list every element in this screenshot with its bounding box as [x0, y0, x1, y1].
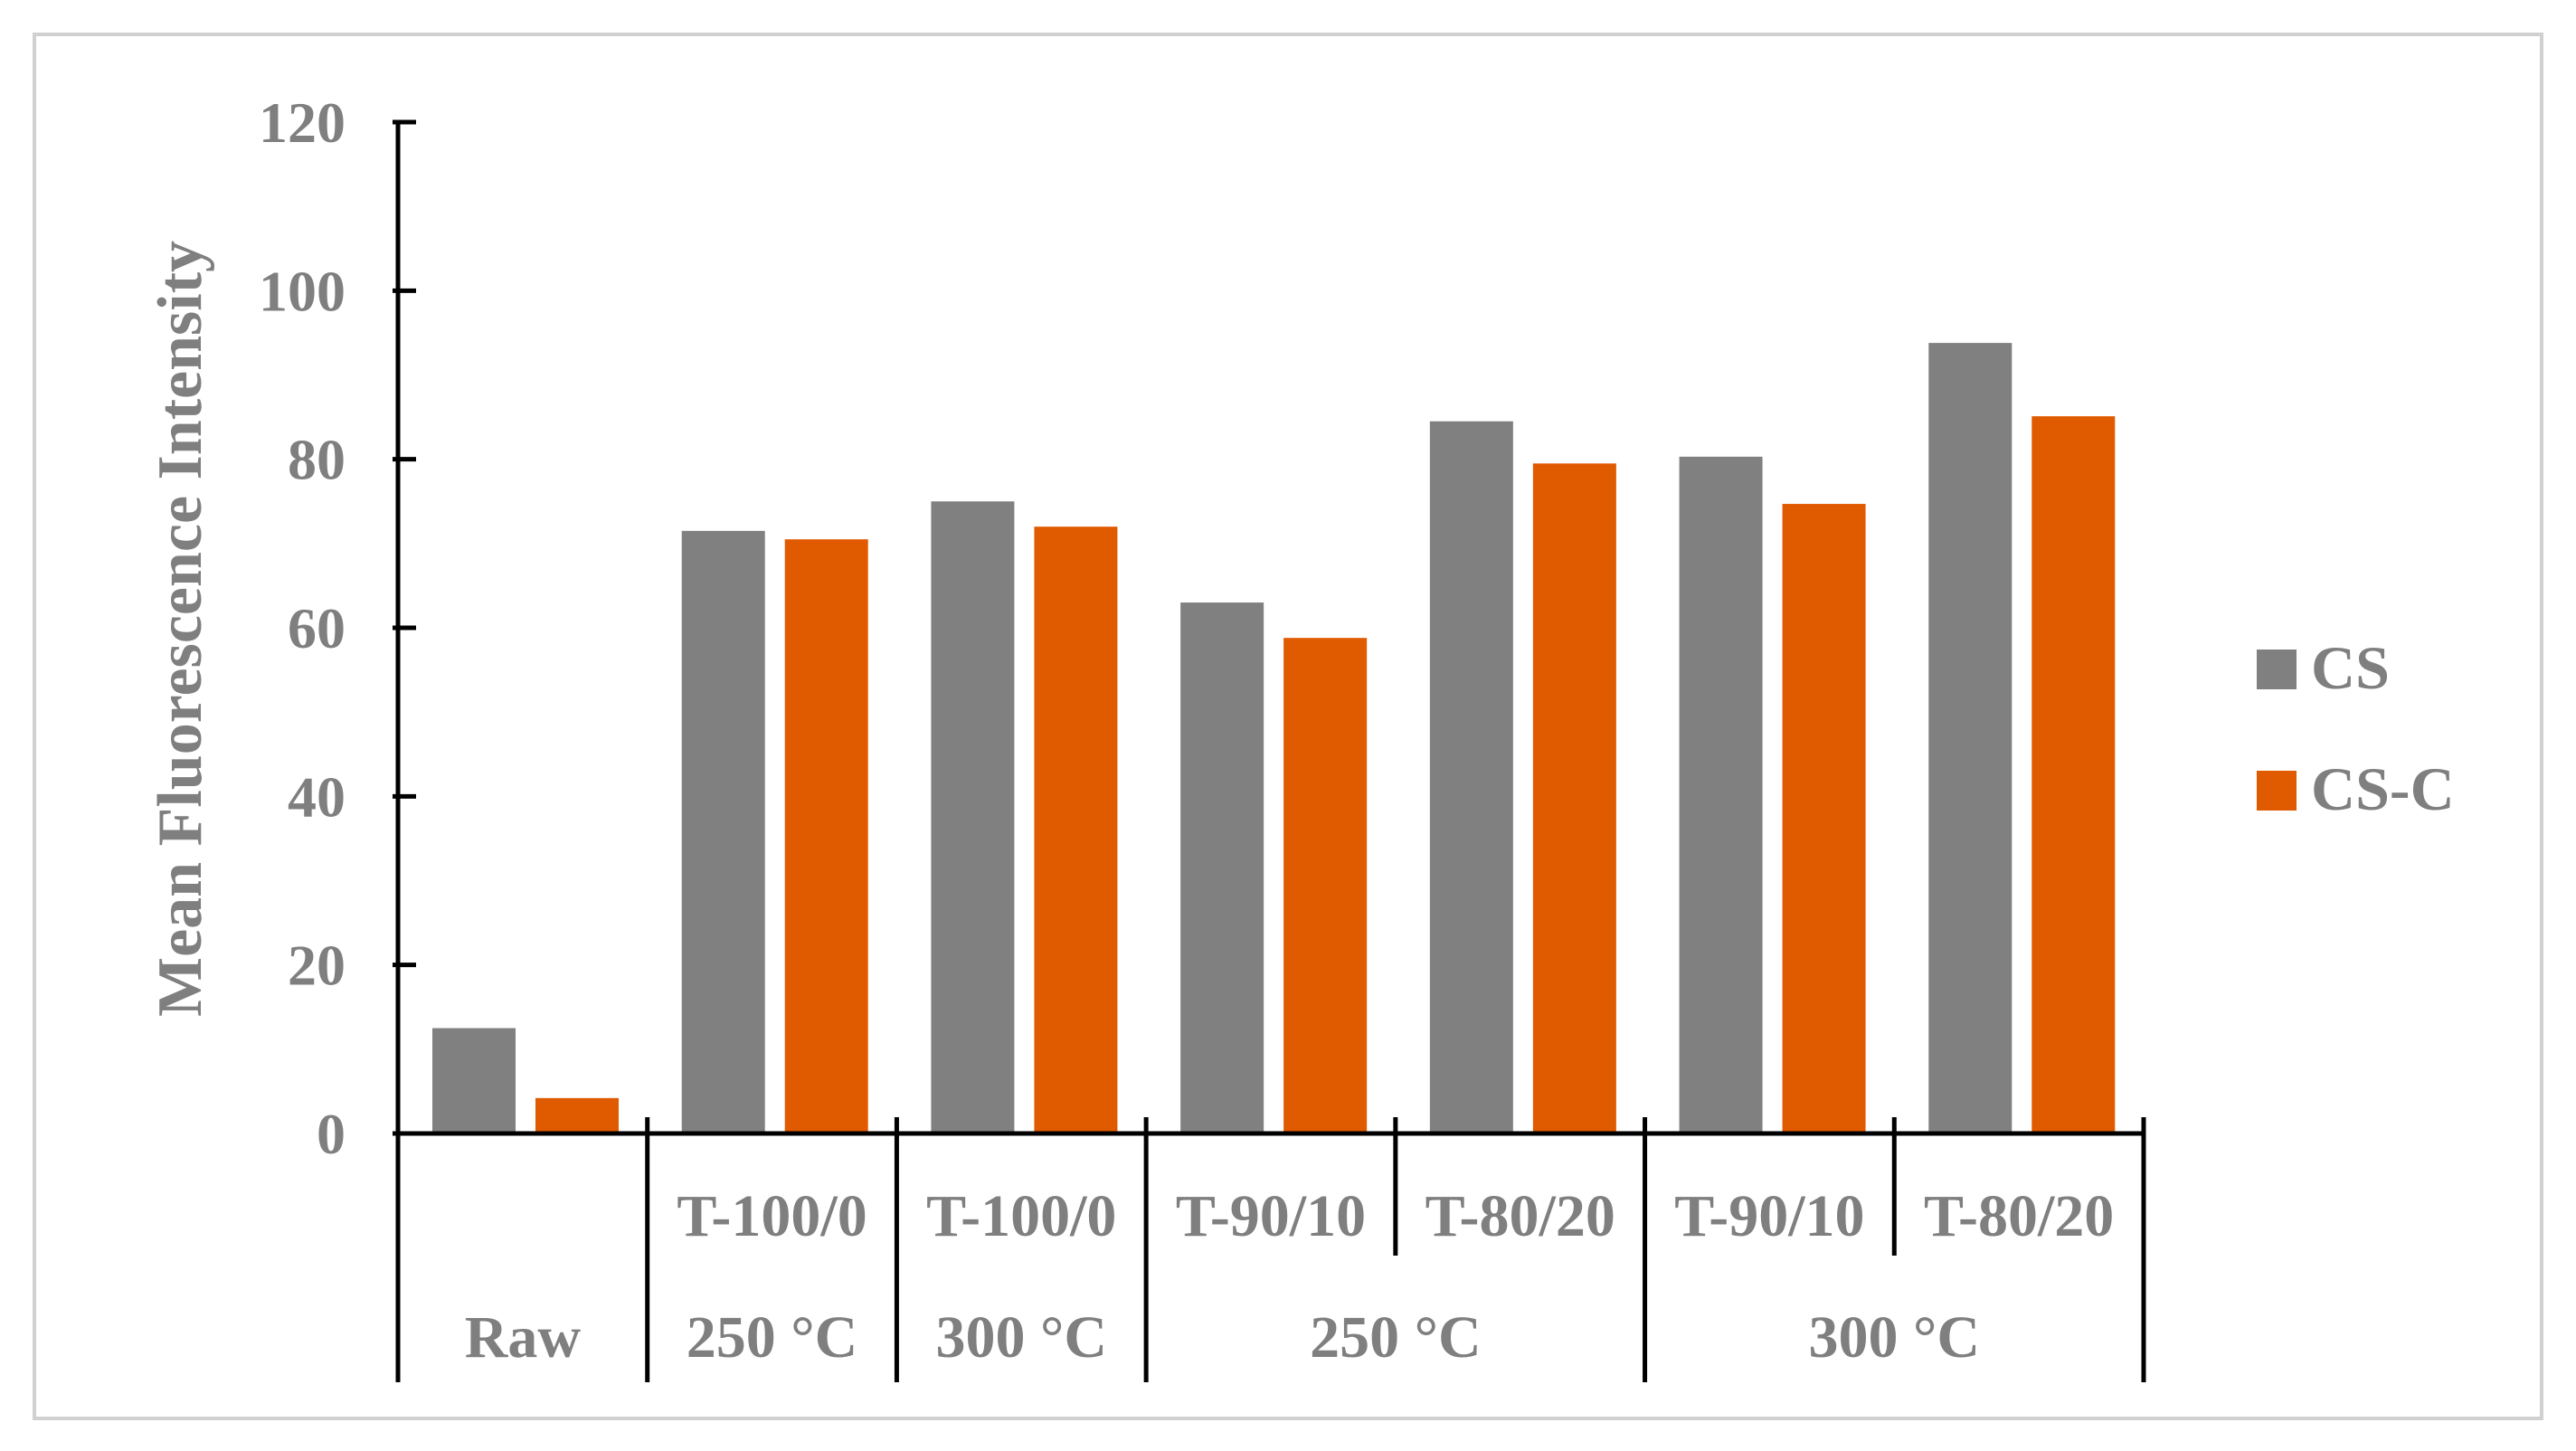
bar-cs-c: [535, 1097, 619, 1133]
bar-cs: [1429, 421, 1513, 1133]
bar-cs-c: [1532, 463, 1616, 1133]
y-tick-label: 100: [259, 259, 346, 323]
y-tick-label: 0: [317, 1102, 346, 1166]
x-group-label: 250 °C: [687, 1304, 858, 1370]
legend-label-cs-c: CS-C: [2311, 754, 2455, 823]
x-group-label: 300 °C: [936, 1304, 1108, 1370]
bar-cs-c: [1283, 638, 1368, 1133]
y-tick-label: 120: [259, 90, 346, 155]
legend: CS CS-C: [2257, 633, 2455, 823]
y-tick-label: 80: [288, 428, 346, 492]
x-category-label: T-90/10: [1176, 1183, 1366, 1249]
bar-cs-c: [2031, 416, 2116, 1133]
y-axis-label: Mean Fluorescence Intensity: [146, 241, 215, 1017]
bar-cs: [1679, 456, 1763, 1133]
bar-cs: [931, 501, 1015, 1133]
legend-swatch-cs: [2257, 650, 2297, 689]
legend-swatch-cs-c: [2257, 771, 2297, 811]
y-tick-label: 20: [288, 934, 346, 998]
x-category-label: T-100/0: [677, 1183, 867, 1249]
bar-cs: [432, 1028, 516, 1133]
bars: [432, 343, 2116, 1133]
bar-cs: [1928, 343, 2012, 1133]
y-axis: 0 20 40 60 80 100 120: [259, 90, 416, 1166]
x-group-label: 250 °C: [1310, 1304, 1482, 1370]
x-group-label: Raw: [465, 1304, 582, 1370]
x-axis: T-100/0 T-100/0 T-90/10 T-80/20 T-90/10 T-80/…: [395, 1117, 2146, 1382]
bar-cs-c: [1782, 504, 1866, 1133]
x-category-label: T-80/20: [1924, 1183, 2114, 1249]
y-tick-label: 40: [288, 764, 346, 829]
x-category-label: T-90/10: [1674, 1183, 1864, 1249]
x-group-label: 300 °C: [1809, 1304, 1981, 1370]
x-category-label: T-100/0: [926, 1183, 1116, 1249]
bar-cs-c: [784, 539, 868, 1133]
bar-cs: [1180, 602, 1264, 1133]
bar-cs: [681, 530, 765, 1133]
legend-label-cs: CS: [2311, 633, 2390, 702]
x-category-label: T-80/20: [1425, 1183, 1615, 1249]
bar-cs-c: [1034, 526, 1118, 1133]
y-tick-label: 60: [288, 596, 346, 660]
